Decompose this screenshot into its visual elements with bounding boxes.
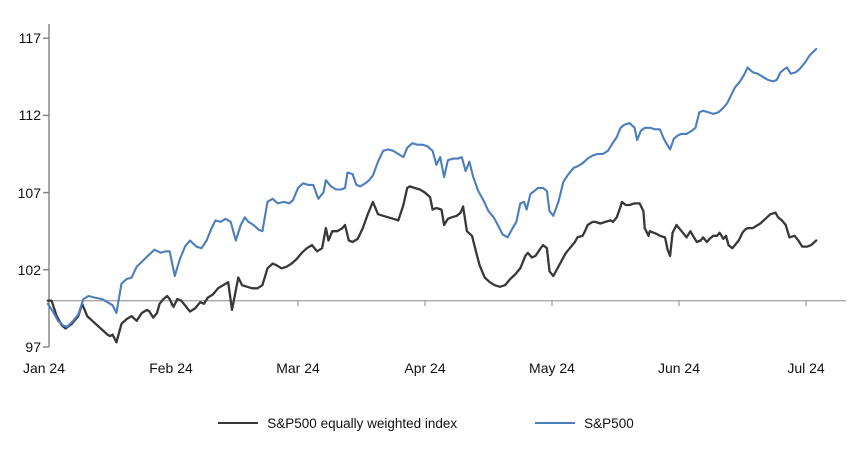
legend-item-sp500: S&P500 xyxy=(535,416,634,431)
x-tick-label: Jan 24 xyxy=(22,360,66,376)
x-tick-label: Jul 24 xyxy=(787,360,825,376)
y-tick-label: 97 xyxy=(25,339,41,355)
x-tick-label: Jun 24 xyxy=(657,360,701,376)
x-tick-label: Feb 24 xyxy=(149,360,193,376)
y-tick-label: 112 xyxy=(18,107,41,124)
x-tick-label: May 24 xyxy=(529,360,575,376)
equal-weight-line xyxy=(46,185,818,344)
legend-label-sp500: S&P500 xyxy=(584,415,634,431)
legend-label-equal-weight: S&P500 equally weighted index xyxy=(267,415,458,431)
equal-weight-line-swatch xyxy=(218,422,259,424)
y-tick-label: 102 xyxy=(17,261,41,278)
sp500-line xyxy=(46,47,818,328)
plot-canvas xyxy=(43,24,846,348)
chart-legend: S&P500 equally weighted index S&P500 xyxy=(0,410,852,436)
x-tick-label: Mar 24 xyxy=(276,360,320,376)
y-tick-label: 117 xyxy=(18,30,41,47)
sp500-line-swatch xyxy=(535,422,576,424)
legend-item-equal-weight: S&P500 equally weighted index xyxy=(218,416,457,431)
x-tick-label: Apr 24 xyxy=(404,360,446,376)
y-tick-label: 107 xyxy=(17,184,41,201)
